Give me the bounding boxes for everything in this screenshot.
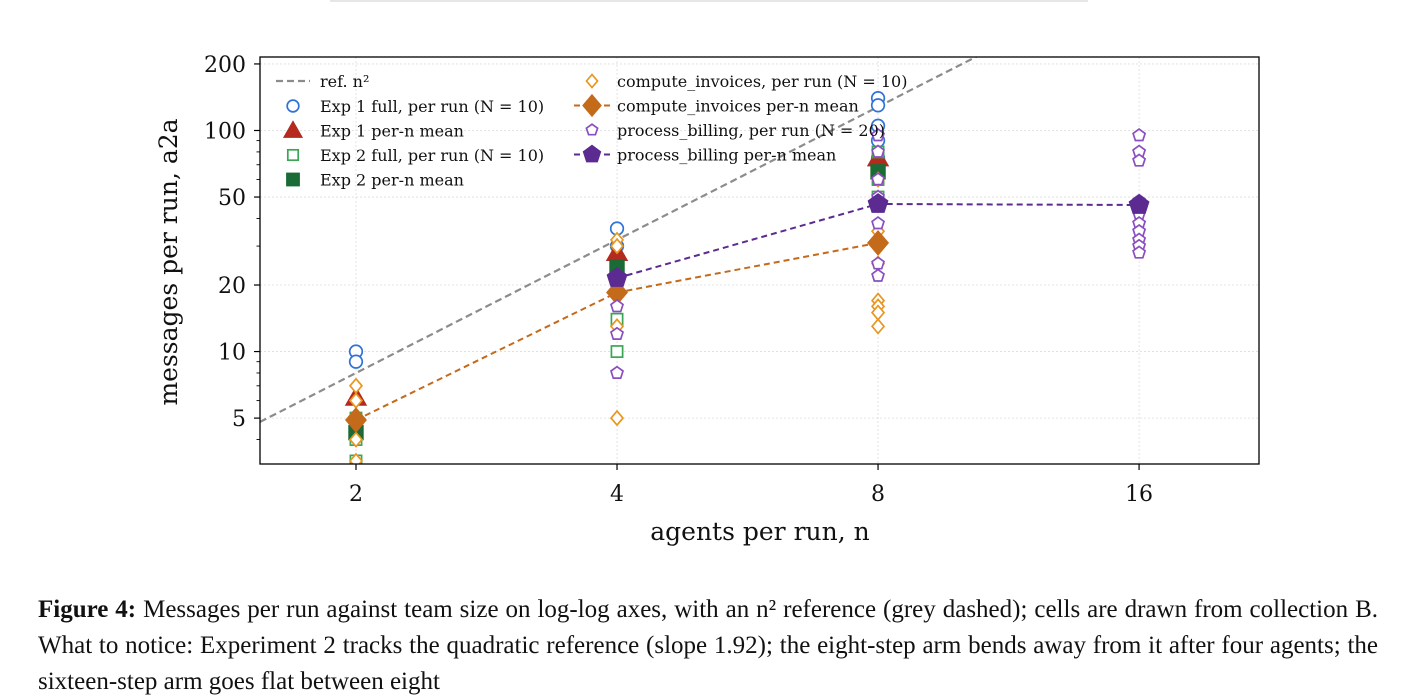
- point-ci_runs: [870, 318, 886, 335]
- legend-marker-exp1_runs: [286, 99, 300, 113]
- point-pb_runs: [1132, 128, 1147, 142]
- legend-item-pb_runs: process_billing, per run (N = 20): [585, 121, 885, 140]
- plot-frame: [259, 56, 1260, 465]
- legend-marker-exp2_runs: [286, 148, 300, 162]
- point-ci_runs: [348, 452, 364, 464]
- y-tick-label: 5: [232, 407, 246, 432]
- figure-caption: Figure 4: Messages per run against team …: [38, 592, 1378, 700]
- y-tick-label: 20: [218, 274, 246, 299]
- point-pb_runs: [609, 326, 625, 340]
- point-ci_mean: [867, 230, 890, 256]
- point-pb_mean: [867, 193, 889, 213]
- point-ci_runs: [609, 409, 625, 427]
- legend-marker-exp2_mean: [286, 172, 300, 187]
- x-tick-label: 8: [871, 482, 885, 507]
- legend-label-exp2_mean: Exp 2 per-n mean: [320, 171, 464, 190]
- series-pb_mean: [606, 193, 1150, 287]
- x-tick-label: 4: [610, 482, 624, 507]
- legend-item-exp1_runs: Exp 1 full, per run (N = 10): [286, 97, 544, 116]
- point-pb_runs: [1132, 153, 1147, 167]
- legend-item-exp2_mean: Exp 2 per-n mean: [286, 171, 464, 190]
- caption-label: Figure 4:: [38, 596, 137, 623]
- point-ci_runs: [609, 237, 625, 255]
- point-exp1_runs: [348, 354, 364, 369]
- series-pb_runs: [609, 128, 1147, 379]
- legend: ref. n² Exp 1 full, per run (N = 10) Exp 1…: [276, 72, 907, 190]
- legend-marker-exp1_mean: [282, 120, 304, 138]
- legend-label-ci_mean: compute_invoices per-n mean: [617, 97, 859, 116]
- point-ci_runs: [348, 431, 364, 448]
- legend-label-pb_mean: process_billing per-n mean: [617, 146, 836, 165]
- plot-area: [260, 57, 1259, 464]
- legend-label-ci_runs: compute_invoices, per run (N = 10): [617, 72, 907, 91]
- legend-item-exp2_runs: Exp 2 full, per run (N = 10): [286, 146, 544, 165]
- legend-item-ref: ref. n²: [276, 72, 369, 91]
- point-pb_runs: [871, 128, 886, 142]
- legend-label-exp1_mean: Exp 1 per-n mean: [320, 122, 464, 141]
- point-pb_runs: [609, 299, 625, 313]
- legend-marker-pb_runs: [585, 123, 599, 136]
- data-marks: [344, 91, 1150, 464]
- legend-ref-label: ref. n²: [320, 72, 369, 91]
- legend-label-exp2_runs: Exp 2 full, per run (N = 10): [320, 146, 544, 165]
- legend-item-exp1_mean: Exp 1 per-n mean: [282, 120, 464, 141]
- point-pb_mean: [606, 267, 628, 287]
- legend-marker-pb_mean: [582, 144, 602, 163]
- legend-marker-ci_runs: [585, 73, 599, 89]
- y-axis: 5 10 20 50 100 200: [204, 53, 260, 440]
- x-axis: 2 4 8 16: [349, 464, 1153, 507]
- point-pb_runs: [871, 144, 886, 158]
- point-pb_runs: [1132, 245, 1147, 259]
- point-pb_runs: [871, 172, 886, 186]
- point-pb_runs: [609, 365, 625, 379]
- y-tick-label: 50: [218, 186, 246, 211]
- y-tick-label: 200: [204, 53, 246, 78]
- legend-marker-ci_mean: [582, 93, 602, 118]
- x-tick-label: 16: [1125, 482, 1153, 507]
- chart: 2 4 8 16 5 10 20 50 100 200 agents per run, n me…: [154, 53, 1260, 546]
- point-ci_mean: [345, 407, 367, 433]
- y-tick-label: 100: [204, 119, 246, 144]
- legend-item-ci_runs: compute_invoices, per run (N = 10): [585, 72, 907, 91]
- point-exp1_runs: [870, 98, 886, 113]
- legend-label-pb_runs: process_billing, per run (N = 20): [617, 121, 885, 140]
- top-divider: [330, 0, 1088, 2]
- point-exp2_runs: [610, 345, 624, 359]
- y-axis-label: messages per run, a2a: [154, 118, 183, 405]
- legend-item-ci_mean: compute_invoices per-n mean: [574, 93, 859, 118]
- y-tick-label: 10: [218, 341, 246, 366]
- caption-text: Messages per run against team size on lo…: [38, 596, 1379, 695]
- grid: [260, 57, 1259, 464]
- x-tick-label: 2: [349, 482, 363, 507]
- x-axis-label: agents per run, n: [650, 517, 869, 546]
- point-pb_runs: [871, 268, 886, 282]
- point-pb_mean: [1128, 194, 1150, 214]
- legend-label-exp1_runs: Exp 1 full, per run (N = 10): [320, 97, 544, 116]
- point-pb_runs: [871, 216, 886, 230]
- legend-item-pb_mean: process_billing per-n mean: [574, 144, 836, 165]
